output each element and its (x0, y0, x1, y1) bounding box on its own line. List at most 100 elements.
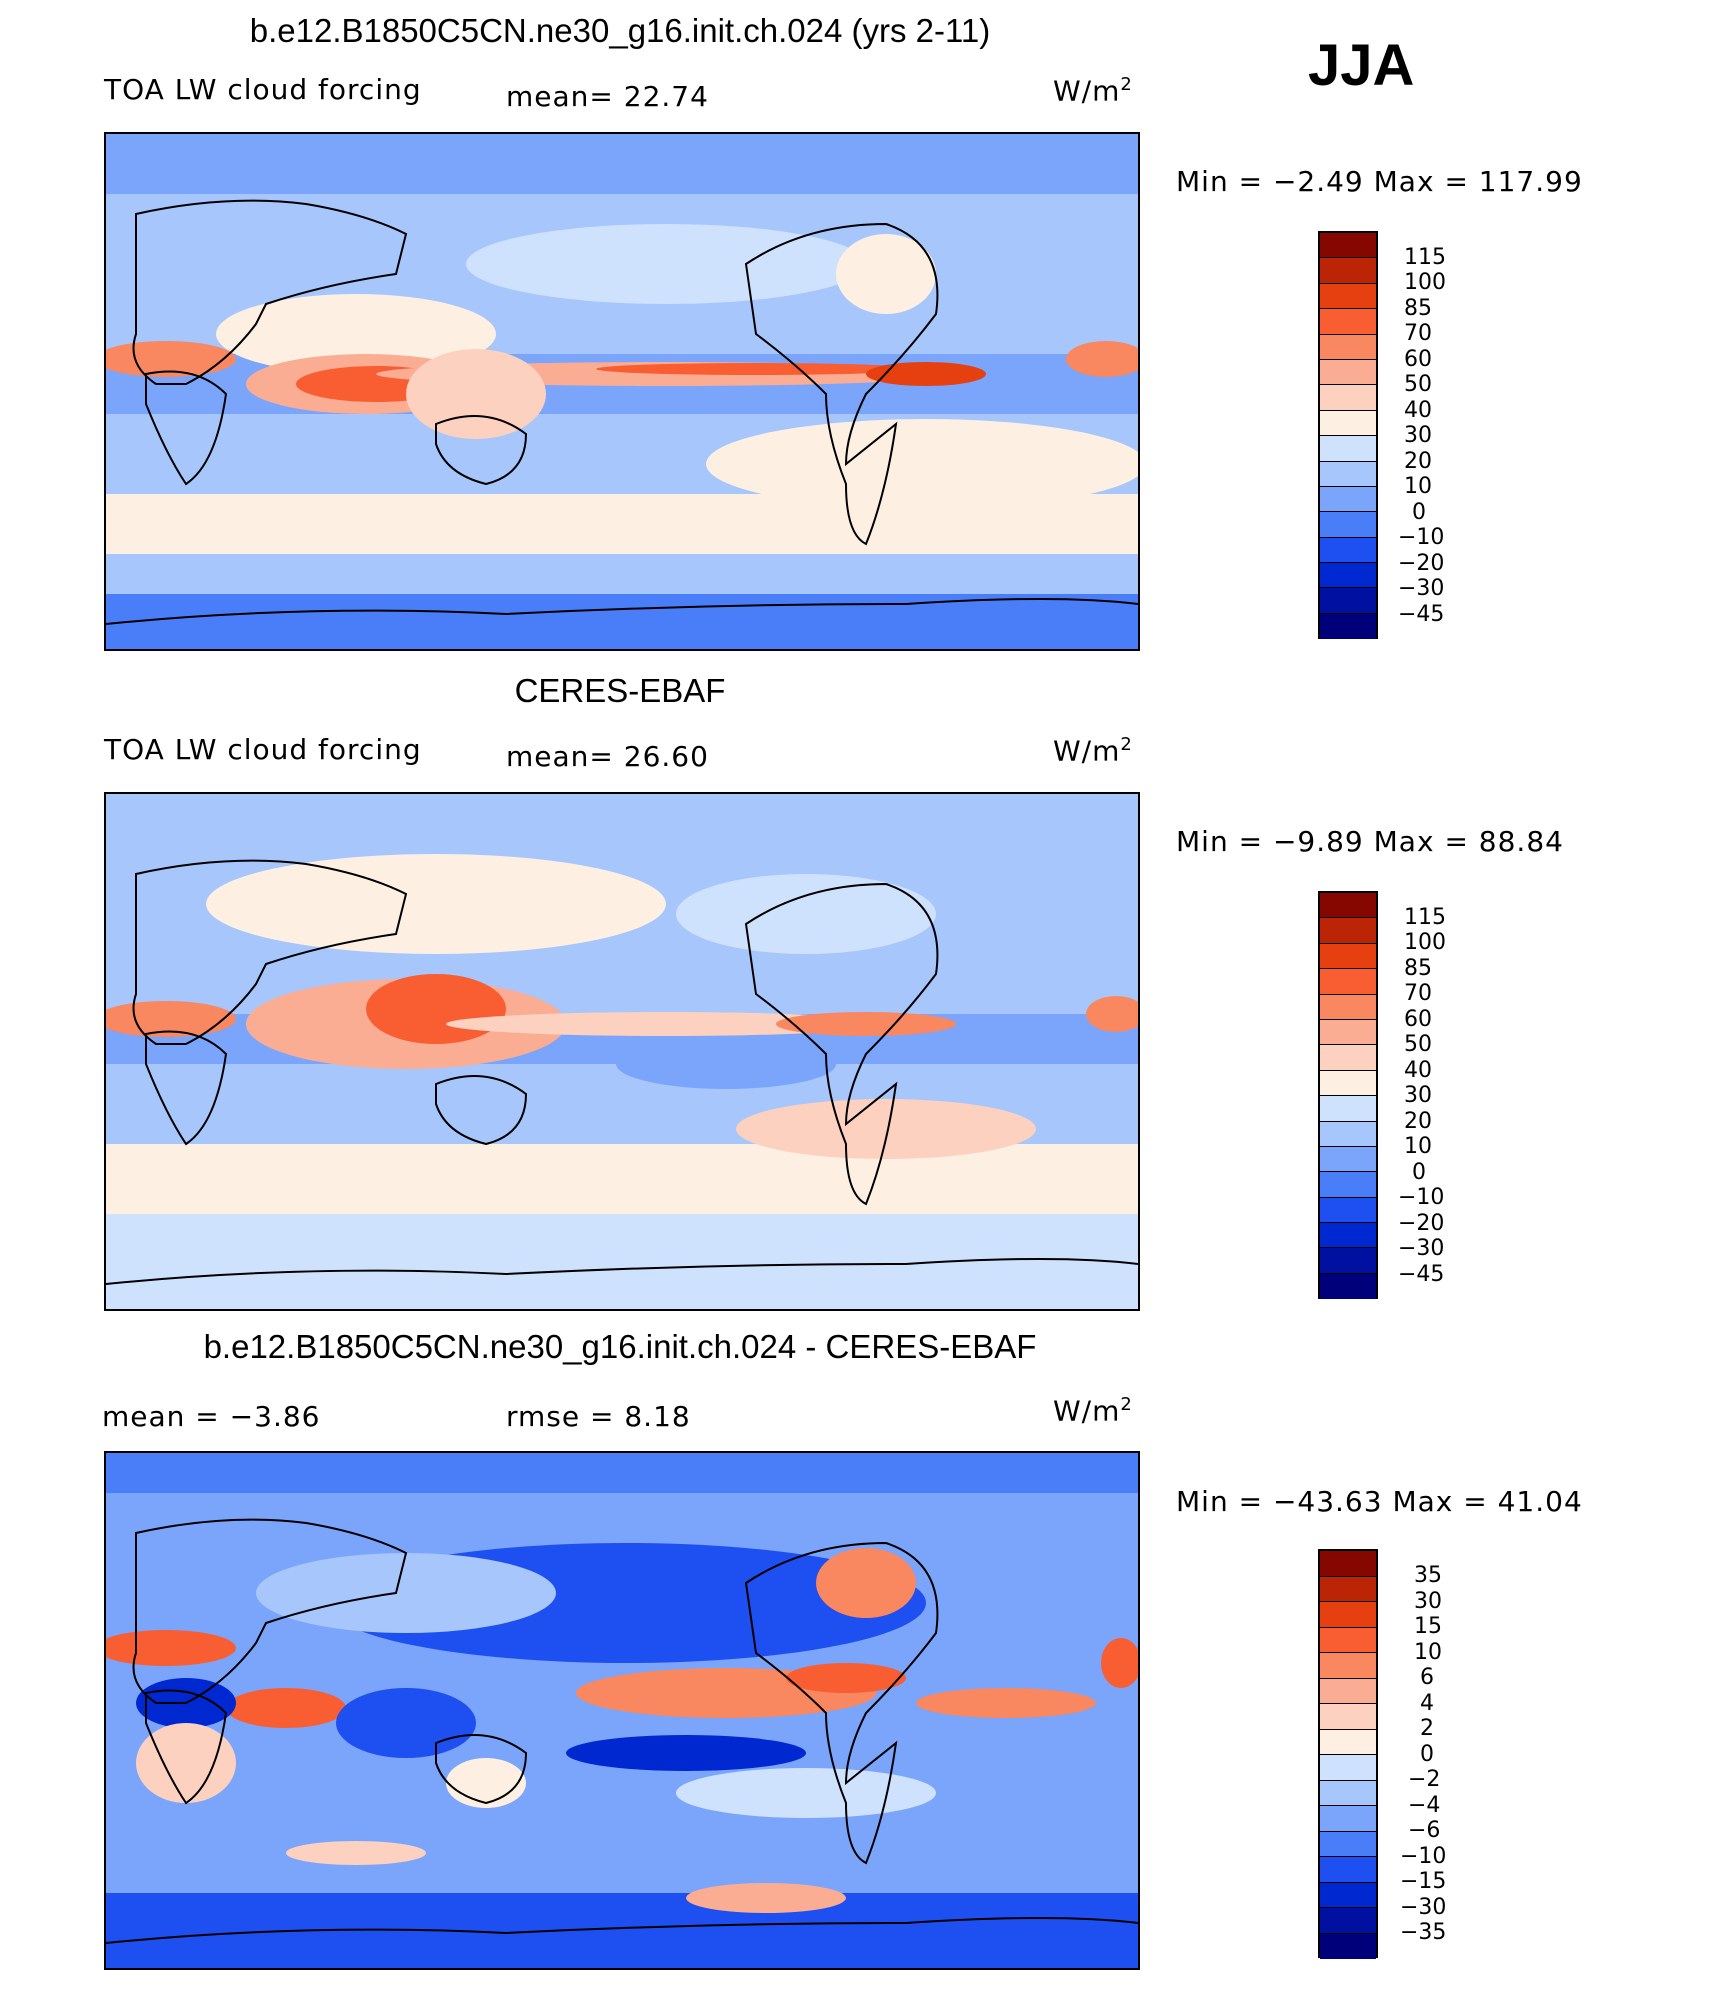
colorbar-tick: −35 (1400, 1920, 1447, 1945)
colorbar-tick: 85 (1404, 956, 1432, 981)
colorbar-swatch (1320, 1070, 1376, 1097)
colorbar-tick: 6 (1420, 1665, 1434, 1690)
colorbar-swatch (1320, 918, 1376, 944)
colorbar-tick: 20 (1404, 449, 1432, 474)
colorbar-tick: 20 (1404, 1109, 1432, 1134)
colorbar-swatch (1320, 537, 1376, 564)
panel-1-variable-label: TOA LW cloud forcing (104, 73, 422, 106)
colorbar-tick: 50 (1404, 1032, 1432, 1057)
colorbar-tick: 100 (1404, 270, 1446, 295)
colorbar-swatch (1320, 1729, 1376, 1755)
colorbar-swatch (1320, 1019, 1376, 1046)
panel-2-minmax: Min = −9.89 Max = 88.84 (1176, 825, 1564, 858)
colorbar-tick: 2 (1420, 1716, 1434, 1741)
colorbar-swatch (1320, 1678, 1376, 1704)
colorbar-tick: 10 (1404, 474, 1432, 499)
colorbar-tick: 70 (1404, 981, 1432, 1006)
colorbar-tick: −30 (1400, 1895, 1447, 1920)
colorbar-tick: 40 (1404, 1058, 1432, 1083)
colorbar-swatch (1320, 1857, 1376, 1883)
colorbar-swatch (1320, 1551, 1376, 1577)
colorbar-swatch (1320, 334, 1376, 360)
colorbar-tick: −45 (1398, 1262, 1445, 1287)
colorbar-tick: −15 (1400, 1869, 1447, 1894)
colorbar-swatch (1320, 563, 1376, 589)
colorbar-swatch (1320, 486, 1376, 513)
colorbar-tick: 15 (1414, 1614, 1442, 1639)
colorbar-swatch (1320, 1806, 1376, 1832)
colorbar-tick: 60 (1404, 1007, 1432, 1032)
colorbar-swatch (1320, 893, 1376, 919)
colorbar-swatch (1320, 943, 1376, 970)
colorbar-swatch (1320, 1045, 1376, 1071)
colorbar-swatch (1320, 1172, 1376, 1198)
colorbar-tick: −30 (1398, 1236, 1445, 1261)
colorbar-swatch (1320, 512, 1376, 538)
colorbar-tick: 10 (1404, 1134, 1432, 1159)
colorbar-swatch (1320, 1576, 1376, 1602)
colorbar-swatch (1320, 1755, 1376, 1781)
colorbar-tick: 115 (1404, 905, 1446, 930)
panel-3-mean-label: mean = −3.86 (102, 1400, 321, 1433)
colorbar-swatch (1320, 1602, 1376, 1628)
panel-2-mean-label: mean= 26.60 (506, 740, 709, 773)
colorbar-tick: 40 (1404, 398, 1432, 423)
colorbar-tick: 50 (1404, 372, 1432, 397)
colorbar-swatch (1320, 410, 1376, 437)
colorbar-swatch (1320, 1831, 1376, 1857)
colorbar-swatch (1320, 969, 1376, 995)
colorbar-tick: 70 (1404, 321, 1432, 346)
colorbar-swatch (1320, 1627, 1376, 1653)
colorbar-swatch (1320, 1780, 1376, 1806)
colorbar-swatch (1320, 1273, 1376, 1300)
colorbar-swatch (1320, 994, 1376, 1020)
colorbar-swatch (1320, 1121, 1376, 1147)
colorbar-swatch (1320, 309, 1376, 335)
colorbar-tick: −20 (1398, 1211, 1445, 1236)
colorbar-tick: −45 (1398, 602, 1445, 627)
panel-2-variable-label: TOA LW cloud forcing (104, 733, 422, 766)
panel-2-colorbar (1318, 891, 1378, 1300)
colorbar-swatch (1320, 1146, 1376, 1173)
colorbar-tick: −10 (1400, 1844, 1447, 1869)
colorbar-tick: 100 (1404, 930, 1446, 955)
panel-1-colorbar (1318, 231, 1378, 640)
colorbar-tick: 30 (1414, 1589, 1442, 1614)
colorbar-tick: 0 (1420, 1742, 1434, 1767)
colorbar-swatch (1320, 1248, 1376, 1274)
season-label: JJA (1308, 33, 1415, 98)
colorbar-swatch (1320, 1882, 1376, 1908)
panel-3-colorbar (1318, 1549, 1378, 1959)
colorbar-swatch (1320, 613, 1376, 640)
colorbar-swatch (1320, 233, 1376, 259)
colorbar-tick: 30 (1404, 1083, 1432, 1108)
colorbar-tick: 10 (1414, 1640, 1442, 1665)
colorbar-tick: −20 (1398, 551, 1445, 576)
panel-2-units: W/m2 (1053, 734, 1133, 768)
colorbar-tick: 0 (1412, 500, 1426, 525)
colorbar-tick: −4 (1408, 1793, 1441, 1818)
colorbar-swatch (1320, 1223, 1376, 1249)
colorbar-swatch (1320, 1197, 1376, 1224)
colorbar-swatch (1320, 1933, 1376, 1959)
colorbar-tick: 30 (1404, 423, 1432, 448)
colorbar-swatch (1320, 1653, 1376, 1679)
colorbar-tick: −30 (1398, 576, 1445, 601)
panel-1-minmax: Min = −2.49 Max = 117.99 (1176, 165, 1583, 198)
panel-1-map (104, 132, 1140, 651)
colorbar-swatch (1320, 283, 1376, 310)
colorbar-tick: 35 (1414, 1563, 1442, 1588)
panel-2-title: CERES-EBAF (514, 672, 726, 709)
panel-3-units: W/m2 (1053, 1394, 1133, 1428)
panel-1-title: b.e12.B1850C5CN.ne30_g16.init.ch.024 (yr… (249, 12, 991, 49)
colorbar-tick: 0 (1412, 1160, 1426, 1185)
colorbar-tick: −10 (1398, 1185, 1445, 1210)
colorbar-tick: 4 (1420, 1691, 1434, 1716)
panel-3-title: b.e12.B1850C5CN.ne30_g16.init.ch.024 - C… (203, 1328, 1037, 1365)
panel-2-map (104, 792, 1140, 1311)
colorbar-swatch (1320, 359, 1376, 386)
colorbar-tick: 85 (1404, 296, 1432, 321)
colorbar-swatch (1320, 1096, 1376, 1122)
colorbar-swatch (1320, 258, 1376, 284)
panel-1-mean-label: mean= 22.74 (506, 80, 709, 113)
